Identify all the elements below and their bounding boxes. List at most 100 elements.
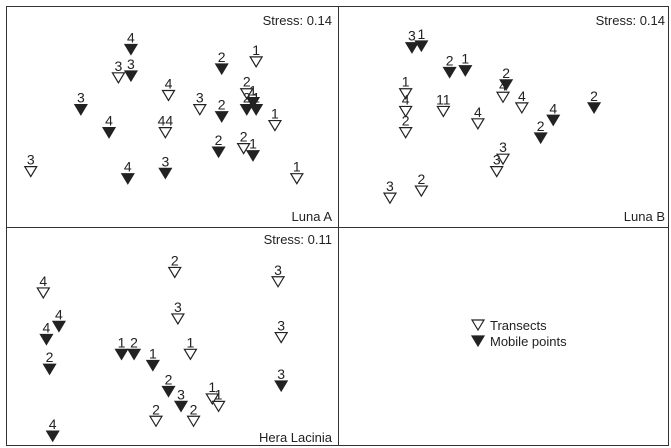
marker-luna-b-7	[587, 102, 602, 115]
marker-label-luna-a-11: 2	[243, 90, 251, 106]
marker-luna-b-12	[398, 127, 413, 139]
marker-luna-a-11	[239, 104, 254, 116]
marker-label-luna-a-8: 3	[77, 90, 85, 106]
marker-label-luna-a-15: 44	[158, 113, 174, 129]
marker-luna-a-6	[239, 88, 254, 100]
marker-label-hera-lacinia-7: 1	[118, 334, 126, 350]
marker-label-hera-lacinia-2: 4	[39, 273, 47, 289]
marker-hera-lacinia-5	[170, 313, 185, 326]
marker-label-hera-lacinia-8: 2	[130, 334, 138, 350]
marker-label-luna-b-15: 3	[499, 139, 507, 155]
marker-label-luna-b-9: 2	[537, 118, 545, 134]
legend: Transects Mobile points	[470, 318, 567, 349]
marker-hera-lacinia-14	[173, 400, 189, 413]
marker-hera-lacinia-18	[186, 415, 201, 428]
panel-title-luna-b: Luna B	[624, 209, 665, 224]
marker-luna-b-15	[495, 153, 511, 166]
marker-label-hera-lacinia-5: 3	[174, 299, 182, 315]
marker-luna-b-5	[495, 91, 511, 104]
marker-label-luna-b-3: 1	[461, 51, 469, 67]
panel-title-luna-a: Luna A	[292, 209, 333, 224]
marker-luna-a-1	[249, 56, 264, 69]
marker-label-luna-a-1: 1	[252, 42, 260, 58]
marker-luna-b-9	[533, 132, 548, 145]
marker-label-luna-b-12: 2	[402, 113, 410, 129]
marker-label-luna-a-10: 2	[218, 97, 226, 113]
marker-luna-b-10	[398, 88, 413, 100]
marker-luna-b-8	[546, 114, 561, 127]
marker-label-luna-a-19: 3	[27, 152, 35, 168]
marker-luna-a-22	[289, 173, 304, 185]
marker-hera-lacinia-1	[270, 276, 286, 288]
legend-transect-symbol	[470, 319, 486, 332]
marker-label-luna-a-17: 2	[240, 129, 248, 145]
marker-label-luna-b-13: 11	[436, 91, 451, 107]
stress-label-luna-b: Stress: 0.14	[596, 13, 665, 28]
marker-label-luna-a-9: 3	[196, 90, 204, 106]
marker-label-luna-b-11: 4	[402, 91, 410, 107]
marker-label-luna-b-14: 4	[474, 104, 482, 120]
marker-label-hera-lacinia-3: 4	[55, 306, 63, 322]
marker-luna-b-1	[414, 40, 429, 53]
marker-luna-a-8	[73, 104, 88, 116]
marker-hera-lacinia-19	[45, 430, 60, 443]
marker-label-hera-lacinia-9: 1	[187, 334, 195, 350]
marker-hera-lacinia-11	[42, 363, 57, 376]
marker-label-luna-b-17: 2	[417, 171, 425, 187]
marker-luna-a-9	[192, 104, 207, 116]
marker-label-luna-a-16: 2	[215, 132, 223, 148]
marker-luna-a-21	[158, 167, 173, 180]
panel-title-hera-lacinia: Hera Lacinia	[259, 430, 333, 445]
marker-label-hera-lacinia-1: 3	[274, 262, 282, 278]
marker-hera-lacinia-16	[211, 400, 226, 413]
marker-label-hera-lacinia-0: 2	[171, 252, 179, 268]
panel-frame-legend	[338, 227, 669, 446]
marker-hera-lacinia-2	[36, 287, 51, 300]
marker-label-luna-a-4: 3	[127, 56, 135, 72]
marker-luna-a-0	[123, 43, 138, 56]
marker-label-hera-lacinia-10: 1	[149, 345, 157, 361]
marker-hera-lacinia-15	[205, 393, 220, 406]
marker-label-hera-lacinia-12: 3	[277, 366, 285, 382]
marker-label-luna-b-0: 3	[408, 28, 416, 44]
marker-label-luna-a-6: 2	[243, 74, 251, 90]
marker-luna-b-0	[404, 42, 419, 54]
marker-label-luna-a-18: 1	[249, 136, 257, 152]
marker-hera-lacinia-12	[274, 380, 289, 393]
marker-label-hera-lacinia-14: 3	[177, 386, 185, 402]
marker-luna-a-14	[101, 127, 117, 139]
marker-label-luna-a-7: 1	[249, 83, 257, 99]
marker-hera-lacinia-4	[39, 333, 54, 346]
marker-label-luna-b-5: 4	[499, 77, 507, 93]
marker-luna-a-12	[249, 104, 264, 116]
marker-label-luna-a-20: 4	[124, 159, 132, 175]
marker-label-luna-a-14: 4	[105, 113, 113, 129]
marker-label-hera-lacinia-13: 2	[165, 372, 173, 388]
marker-luna-b-2	[442, 66, 457, 79]
legend-transects-label: Transects	[490, 318, 547, 333]
marker-hera-lacinia-9	[183, 348, 198, 361]
marker-luna-a-7	[245, 96, 261, 109]
marker-luna-b-16	[489, 166, 504, 178]
marker-luna-a-17	[236, 142, 251, 155]
marker-label-luna-a-0: 4	[127, 29, 135, 45]
marker-luna-b-3	[458, 65, 473, 77]
legend-mobile-points-label: Mobile points	[490, 334, 567, 349]
legend-mobile-symbol	[470, 335, 486, 348]
marker-hera-lacinia-17	[148, 415, 164, 428]
marker-luna-a-3	[111, 72, 126, 84]
marker-luna-a-4	[123, 70, 138, 83]
marker-luna-a-18	[245, 150, 261, 162]
marker-label-luna-b-16: 3	[493, 152, 501, 168]
marker-hera-lacinia-7	[114, 348, 129, 361]
marker-luna-a-5	[161, 89, 176, 102]
marker-luna-b-11	[398, 105, 413, 118]
marker-luna-a-15	[158, 127, 173, 139]
marker-luna-a-10	[214, 111, 229, 123]
marker-label-luna-a-21: 3	[161, 153, 169, 169]
marker-label-hera-lacinia-17: 2	[152, 401, 160, 417]
marker-label-hera-lacinia-6: 3	[277, 318, 285, 334]
marker-luna-a-13	[267, 119, 282, 132]
